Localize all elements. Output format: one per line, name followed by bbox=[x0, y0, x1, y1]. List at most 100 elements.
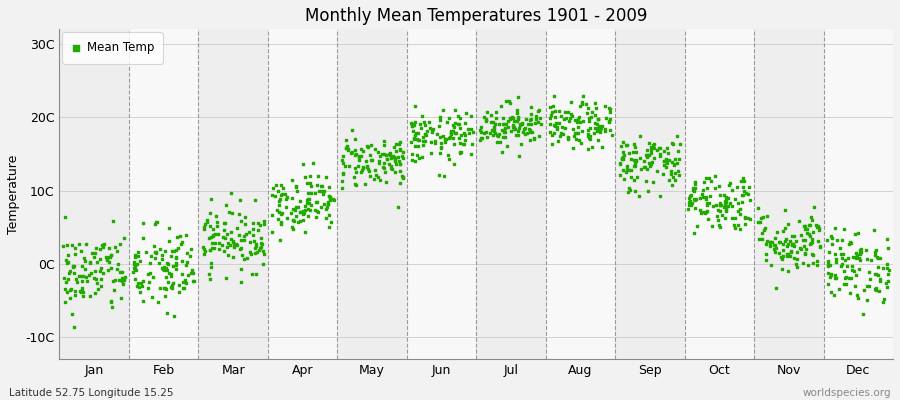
Mean Temp bbox=[506, 122, 520, 128]
Mean Temp bbox=[763, 261, 778, 268]
Mean Temp bbox=[778, 225, 793, 231]
Mean Temp bbox=[699, 175, 714, 181]
Mean Temp bbox=[223, 190, 238, 196]
Mean Temp bbox=[699, 202, 714, 208]
Mean Temp bbox=[230, 242, 244, 248]
Bar bbox=[545, 29, 616, 359]
Mean Temp bbox=[272, 202, 286, 208]
Mean Temp bbox=[588, 124, 602, 131]
Mean Temp bbox=[571, 130, 585, 136]
Mean Temp bbox=[342, 163, 356, 170]
Mean Temp bbox=[436, 132, 450, 139]
Mean Temp bbox=[581, 118, 596, 124]
Mean Temp bbox=[384, 163, 399, 169]
Mean Temp bbox=[382, 150, 397, 156]
Mean Temp bbox=[235, 252, 249, 258]
Mean Temp bbox=[821, 270, 835, 276]
Mean Temp bbox=[272, 209, 286, 215]
Mean Temp bbox=[603, 127, 617, 134]
Mean Temp bbox=[525, 128, 539, 135]
Mean Temp bbox=[95, 244, 110, 250]
Mean Temp bbox=[809, 257, 824, 264]
Mean Temp bbox=[763, 238, 778, 245]
Mean Temp bbox=[452, 121, 466, 127]
Mean Temp bbox=[129, 267, 143, 273]
Mean Temp bbox=[727, 214, 742, 221]
Mean Temp bbox=[733, 211, 747, 218]
Mean Temp bbox=[528, 113, 543, 119]
Mean Temp bbox=[668, 156, 682, 163]
Mean Temp bbox=[847, 268, 861, 274]
Mean Temp bbox=[62, 270, 77, 276]
Mean Temp bbox=[234, 279, 248, 286]
Mean Temp bbox=[558, 109, 572, 116]
Mean Temp bbox=[100, 266, 114, 273]
Mean Temp bbox=[373, 177, 387, 184]
Mean Temp bbox=[94, 242, 109, 249]
Mean Temp bbox=[175, 271, 189, 277]
Mean Temp bbox=[58, 286, 72, 292]
Mean Temp bbox=[497, 129, 511, 136]
Mean Temp bbox=[810, 262, 824, 268]
Mean Temp bbox=[298, 229, 312, 235]
Mean Temp bbox=[240, 255, 255, 261]
Mean Temp bbox=[789, 249, 804, 255]
Mean Temp bbox=[532, 107, 546, 113]
Mean Temp bbox=[75, 262, 89, 269]
Mean Temp bbox=[141, 271, 156, 278]
Mean Temp bbox=[844, 240, 859, 247]
Mean Temp bbox=[442, 155, 456, 162]
Mean Temp bbox=[273, 237, 287, 244]
Mean Temp bbox=[689, 196, 704, 203]
Mean Temp bbox=[810, 224, 824, 230]
Mean Temp bbox=[417, 138, 431, 144]
Mean Temp bbox=[561, 136, 575, 143]
Mean Temp bbox=[271, 188, 285, 194]
Mean Temp bbox=[289, 204, 303, 210]
Mean Temp bbox=[348, 147, 363, 154]
Mean Temp bbox=[243, 239, 257, 245]
Mean Temp bbox=[828, 272, 842, 278]
Mean Temp bbox=[645, 142, 660, 148]
Mean Temp bbox=[324, 196, 338, 202]
Mean Temp bbox=[798, 249, 813, 256]
Mean Temp bbox=[566, 145, 580, 151]
Mean Temp bbox=[882, 266, 896, 273]
Mean Temp bbox=[839, 274, 853, 280]
Mean Temp bbox=[104, 304, 119, 310]
Mean Temp bbox=[490, 139, 504, 145]
Mean Temp bbox=[76, 288, 90, 294]
Mean Temp bbox=[688, 185, 702, 192]
Mean Temp bbox=[703, 193, 717, 199]
Mean Temp bbox=[461, 126, 475, 132]
Mean Temp bbox=[798, 246, 813, 252]
Mean Temp bbox=[94, 276, 108, 282]
Mean Temp bbox=[568, 130, 582, 136]
Mean Temp bbox=[168, 254, 183, 260]
Mean Temp bbox=[267, 192, 282, 199]
Mean Temp bbox=[251, 220, 266, 226]
Mean Temp bbox=[718, 198, 733, 204]
Mean Temp bbox=[843, 275, 858, 282]
Mean Temp bbox=[431, 172, 446, 178]
Mean Temp bbox=[524, 111, 538, 117]
Mean Temp bbox=[505, 114, 519, 120]
Mean Temp bbox=[422, 124, 436, 131]
Mean Temp bbox=[587, 129, 601, 136]
Mean Temp bbox=[360, 163, 374, 169]
Mean Temp bbox=[349, 169, 364, 176]
Mean Temp bbox=[662, 156, 676, 163]
Mean Temp bbox=[731, 207, 745, 214]
Mean Temp bbox=[824, 272, 838, 278]
Mean Temp bbox=[453, 150, 467, 156]
Mean Temp bbox=[336, 170, 350, 176]
Mean Temp bbox=[184, 270, 198, 276]
Mean Temp bbox=[591, 116, 606, 122]
Bar bbox=[754, 29, 824, 359]
Mean Temp bbox=[584, 144, 598, 150]
Mean Temp bbox=[444, 129, 458, 136]
Mean Temp bbox=[873, 255, 887, 262]
Mean Temp bbox=[104, 299, 119, 306]
Mean Temp bbox=[85, 270, 99, 276]
Mean Temp bbox=[824, 235, 839, 242]
